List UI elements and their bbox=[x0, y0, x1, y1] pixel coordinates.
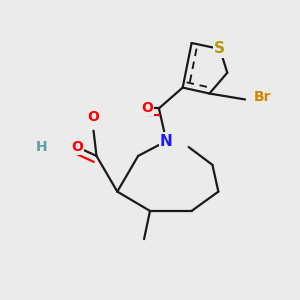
Text: S: S bbox=[214, 41, 225, 56]
Text: N: N bbox=[160, 134, 173, 148]
Text: H: H bbox=[36, 140, 47, 154]
Text: O: O bbox=[141, 101, 153, 116]
Text: O: O bbox=[71, 140, 83, 154]
Text: O: O bbox=[88, 110, 100, 124]
Text: Br: Br bbox=[254, 89, 272, 103]
